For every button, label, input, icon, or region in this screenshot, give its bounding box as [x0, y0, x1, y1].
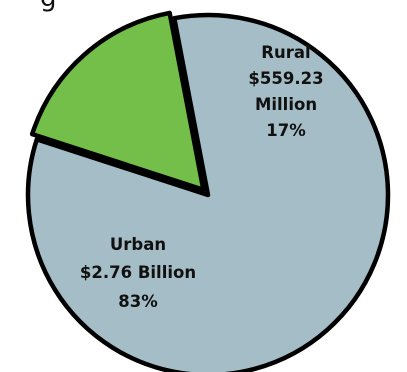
label-rural-amount-unit: Million [255, 95, 317, 114]
label-rural-amount: $559.23 [248, 69, 323, 88]
label-rural-percent: 17% [266, 121, 306, 140]
label-rural-name: Rural [261, 43, 310, 62]
label-urban-amount: $2.76 Billion [80, 263, 196, 282]
chart-title-fragment: g [40, 0, 57, 13]
pie-slice-urban [25, 12, 391, 372]
pie-slice-rural [29, 10, 206, 192]
label-urban-percent: 83% [118, 292, 158, 311]
label-urban-name: Urban [110, 235, 166, 254]
